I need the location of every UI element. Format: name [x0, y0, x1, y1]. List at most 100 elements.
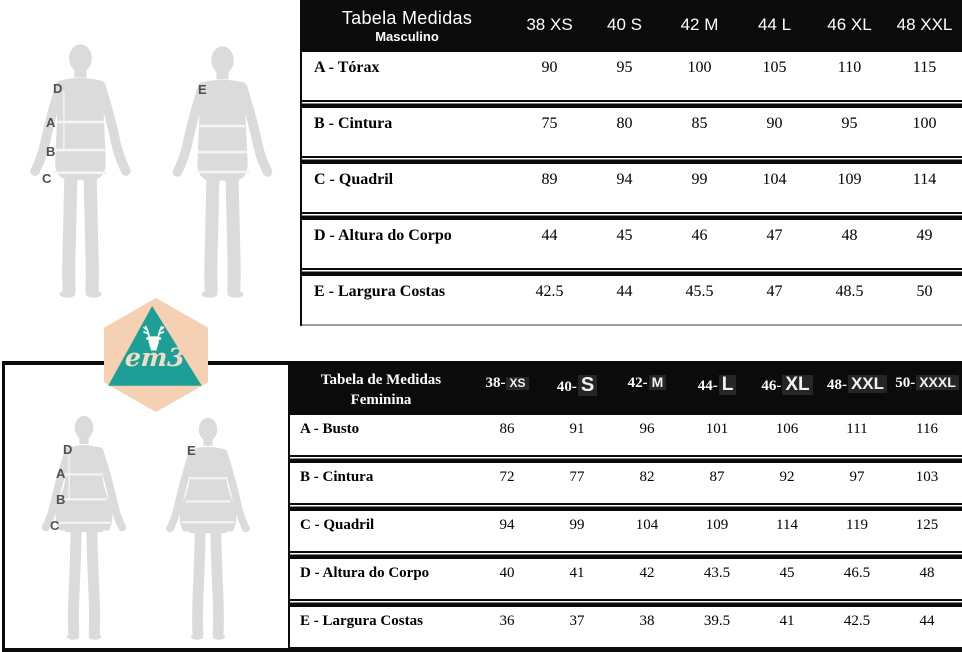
measure-value: 86 — [499, 421, 515, 437]
size-column-header: 40 S — [607, 15, 642, 34]
female-size-table: Tabela de Medidas Feminina 38- XS 40- S 42- M… — [288, 365, 962, 648]
measure-row-label: D - Altura do Corpo — [314, 227, 452, 244]
row-separator — [302, 212, 962, 220]
measure-value: 100 — [912, 115, 937, 132]
size-column-header: 40- S — [542, 365, 612, 415]
measure-value: 42 — [639, 565, 655, 581]
measure-row-label: B - Cintura — [314, 115, 393, 132]
measure-value: 104 — [635, 517, 659, 533]
measure-value: 44 — [541, 227, 558, 244]
male-back-silhouette — [157, 42, 288, 302]
measure-value: 75 — [541, 115, 558, 132]
row-separator — [290, 503, 962, 511]
male-size-table: Tabela Medidas Masculino 38 XS 40 S 42 M 44… — [300, 0, 962, 326]
size-number: 44- — [697, 378, 718, 394]
female-silhouette-diagram: D A B C E — [5, 365, 288, 648]
measure-point-e: E — [198, 82, 207, 97]
measure-value: 48.5 — [835, 283, 864, 300]
size-number: 38- — [485, 375, 506, 391]
measure-value: 106 — [775, 421, 799, 437]
female-back-silhouette — [144, 414, 272, 646]
measure-value: 125 — [915, 517, 939, 533]
measure-point-d: D — [63, 442, 73, 457]
male-table-title: Tabela Medidas Masculino — [341, 8, 473, 44]
male-table-header: Tabela Medidas Masculino 38 XS 40 S 42 M 44… — [302, 0, 962, 52]
measure-value: 85 — [691, 115, 708, 132]
measure-value: 49 — [916, 227, 933, 244]
measure-row-label: A - Tórax — [314, 59, 380, 76]
measure-value: 99 — [569, 517, 585, 533]
measure-value: 37 — [569, 613, 585, 629]
female-table-title: Tabela de Medidas Feminina — [320, 371, 442, 408]
male-silhouette-diagram: D A B C E — [0, 0, 300, 335]
male-front-silhouette — [15, 40, 146, 302]
measure-row-label: C - Quadril — [300, 517, 375, 533]
measure-point-a: A — [56, 466, 66, 481]
measure-value: 43.5 — [703, 565, 731, 581]
measure-value: 111 — [846, 421, 868, 437]
row-separator — [290, 455, 962, 463]
measure-value: 41 — [569, 565, 585, 581]
measure-value: 87 — [709, 469, 725, 485]
row-separator — [302, 156, 962, 164]
measure-row-label: E - Largura Costas — [300, 613, 423, 629]
size-number: 50- — [895, 375, 916, 391]
size-column-header: 42- M — [612, 365, 682, 415]
measure-row: C - Quadril 89 94 99 104 109 114 — [302, 164, 962, 212]
measure-value: 89 — [541, 171, 558, 188]
measure-value: 105 — [762, 59, 787, 76]
measure-value: 77 — [569, 469, 585, 485]
measure-point-b: B — [46, 144, 56, 159]
measure-point-e: E — [187, 443, 196, 458]
size-letter: XS — [506, 377, 529, 390]
measure-value: 45 — [779, 565, 795, 581]
measure-row: E - Largura Costas 36 37 38 39.5 41 42.5 44 — [290, 607, 962, 647]
female-table-rows: A - Busto 86 91 96 101 106 111 116 B - Cintura 72… — [290, 415, 962, 648]
size-number: 48- — [826, 377, 847, 393]
size-column-header: 44- L — [682, 365, 752, 415]
row-separator — [290, 551, 962, 559]
row-separator — [290, 599, 962, 607]
size-letter: XXL — [847, 375, 888, 393]
size-column-header: 46- XL — [752, 365, 822, 415]
measure-row: D - Altura do Corpo 44 45 46 47 48 49 — [302, 220, 962, 268]
measure-value: 41 — [779, 613, 795, 629]
measure-value: 115 — [912, 59, 937, 76]
measure-value: 36 — [499, 613, 515, 629]
measurement-lines — [57, 454, 111, 524]
measure-value: 97 — [849, 469, 865, 485]
table-bottom-edge — [302, 324, 962, 326]
size-column-header: 48- XXL — [822, 365, 892, 415]
size-letter: M — [648, 375, 667, 390]
measure-row: B - Cintura 72 77 82 87 92 97 103 — [290, 463, 962, 503]
female-section-panel: D A B C E Tabela de Medidas Feminina 38-… — [2, 361, 962, 652]
measure-value: 45.5 — [685, 283, 714, 300]
measure-value: 47 — [766, 227, 783, 244]
measure-row: B - Cintura 75 80 85 90 95 100 — [302, 108, 962, 156]
measure-value: 80 — [616, 115, 633, 132]
measure-value: 104 — [762, 171, 787, 188]
measure-value: 48 — [841, 227, 858, 244]
measure-value: 96 — [639, 421, 655, 437]
measure-value: 82 — [639, 469, 655, 485]
measure-value: 47 — [766, 283, 783, 300]
measure-value: 114 — [912, 171, 937, 188]
measure-value: 94 — [616, 171, 633, 188]
measure-value: 45 — [616, 227, 633, 244]
measure-value: 39.5 — [703, 613, 731, 629]
measurement-lines — [195, 124, 250, 174]
measure-value: 101 — [705, 421, 729, 437]
measure-value: 42.5 — [843, 613, 871, 629]
female-table-header: Tabela de Medidas Feminina 38- XS 40- S 42- M… — [290, 365, 962, 415]
size-column-header: 44 L — [757, 15, 792, 34]
deer-icon — [143, 325, 165, 350]
measure-value: 50 — [916, 283, 933, 300]
measure-value: 119 — [846, 517, 868, 533]
measurement-lines — [181, 477, 235, 524]
measure-value: 99 — [691, 171, 708, 188]
size-letter: S — [577, 375, 598, 396]
measure-value: 46 — [691, 227, 708, 244]
measure-value: 72 — [499, 469, 515, 485]
measurement-lines — [53, 90, 108, 175]
